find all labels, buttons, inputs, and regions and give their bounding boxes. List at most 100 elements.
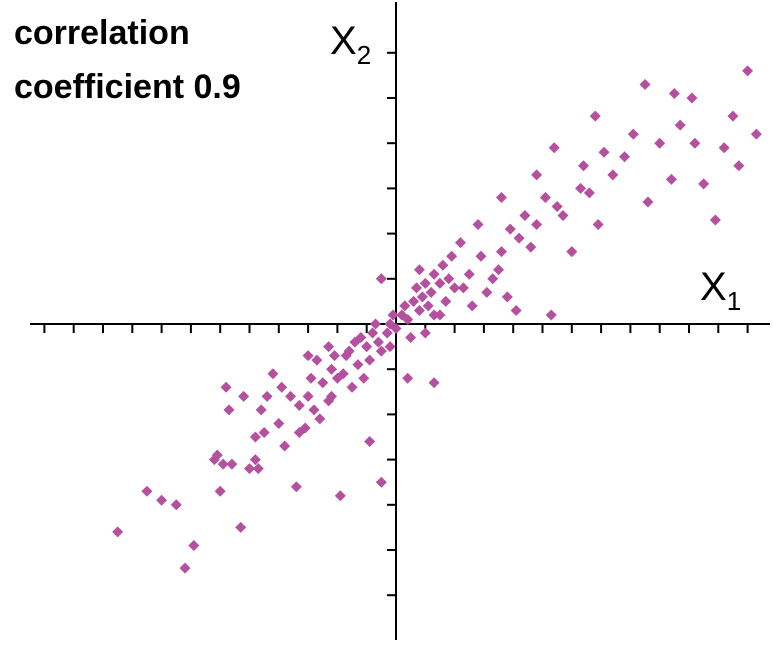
scatter-point: [405, 332, 417, 344]
scatter-point: [399, 300, 411, 312]
scatter-point: [112, 526, 124, 538]
scatter-point: [718, 142, 730, 154]
scatter-point: [495, 191, 507, 203]
scatter-point: [449, 282, 461, 294]
scatter-point: [513, 232, 525, 244]
scatter-point: [437, 259, 449, 271]
scatter-point: [323, 341, 335, 353]
scatter-point: [495, 246, 507, 258]
scatter-point: [419, 327, 431, 339]
scatter-point: [156, 494, 168, 506]
scatter-point: [733, 160, 745, 172]
scatter-point: [358, 372, 370, 384]
x-axis-ticks: [43, 324, 749, 333]
scatter-point: [592, 219, 604, 231]
scatter-point: [531, 169, 543, 181]
scatter-point: [698, 178, 710, 190]
scatter-point: [454, 237, 466, 249]
scatter-point: [346, 381, 358, 393]
scatter-point: [457, 282, 469, 294]
scatter-point: [381, 327, 393, 339]
scatter-point: [557, 210, 569, 222]
scatter-point: [249, 454, 261, 466]
scatter-point: [668, 87, 680, 99]
scatter-point: [411, 282, 423, 294]
scatter-point: [290, 481, 302, 493]
scatter-point: [314, 413, 326, 425]
scatter-point: [343, 345, 355, 357]
scatter-point: [642, 196, 654, 208]
scatter-point: [375, 345, 387, 357]
scatter-point: [665, 173, 677, 185]
scatter-point: [619, 151, 631, 163]
scatter-point: [328, 350, 340, 362]
scatter-point: [211, 449, 223, 461]
scatter-point: [220, 381, 232, 393]
scatter-point: [742, 65, 754, 77]
scatter-point: [440, 295, 452, 307]
y-axis-label: X2: [330, 19, 371, 70]
scatter-point: [709, 214, 721, 226]
scatter-point: [475, 250, 487, 262]
scatter-point: [238, 390, 250, 402]
scatter-point: [249, 431, 261, 443]
scatter-point: [583, 187, 595, 199]
scatter-point: [422, 300, 434, 312]
scatter-point: [317, 377, 329, 389]
scatter-point: [267, 368, 279, 380]
scatter-point: [299, 422, 311, 434]
y-axis-ticks: [387, 51, 396, 597]
scatter-point: [727, 110, 739, 122]
scatter-point: [607, 169, 619, 181]
scatter-point: [419, 277, 431, 289]
scatter-point: [355, 332, 367, 344]
scatter-point: [428, 309, 440, 321]
scatter-point: [337, 368, 349, 380]
scatter-point: [387, 309, 399, 321]
scatter-point: [402, 372, 414, 384]
scatter-point: [413, 304, 425, 316]
scatter-point: [416, 291, 428, 303]
scatter-point: [434, 277, 446, 289]
x-axis-label-subscript: 1: [727, 286, 741, 316]
scatter-point: [463, 268, 475, 280]
scatter-point: [443, 273, 455, 285]
scatter-point: [402, 313, 414, 325]
scatter-point: [390, 323, 402, 335]
scatter-point: [578, 160, 590, 172]
scatter-point: [235, 521, 247, 533]
scatter-point: [481, 286, 493, 298]
scatter-point: [326, 390, 338, 402]
scatter-point: [217, 458, 229, 470]
scatter-point: [531, 219, 543, 231]
scatter-point: [384, 341, 396, 353]
scatter-point: [510, 304, 522, 316]
scatter-point: [326, 363, 338, 375]
scatter-point: [627, 128, 639, 140]
scatter-point: [686, 92, 698, 104]
scatter-point: [654, 137, 666, 149]
scatter-point: [466, 300, 478, 312]
scatter-point: [539, 191, 551, 203]
scatter-point: [372, 336, 384, 348]
scatter-point: [179, 562, 191, 574]
scatter-point: [493, 264, 505, 276]
annotation-line-1: correlation: [14, 14, 190, 52]
scatter-point: [258, 426, 270, 438]
scatter-point: [589, 110, 601, 122]
scatter-point: [525, 241, 537, 253]
scatter-point: [252, 463, 264, 475]
scatter-point: [170, 499, 182, 511]
scatter-point: [434, 309, 446, 321]
annotation-line-2: coefficient 0.9: [14, 68, 241, 106]
scatter-point: [305, 372, 317, 384]
scatter-point: [487, 273, 499, 285]
y-axis-label-base: X: [330, 19, 357, 63]
scatter-point: [244, 463, 255, 475]
scatter-point: [223, 404, 235, 416]
scatter-point: [575, 182, 587, 194]
scatter-point: [188, 539, 200, 551]
scatter-point: [545, 309, 557, 321]
scatter-point: [334, 490, 346, 502]
scatter-point: [689, 137, 701, 149]
